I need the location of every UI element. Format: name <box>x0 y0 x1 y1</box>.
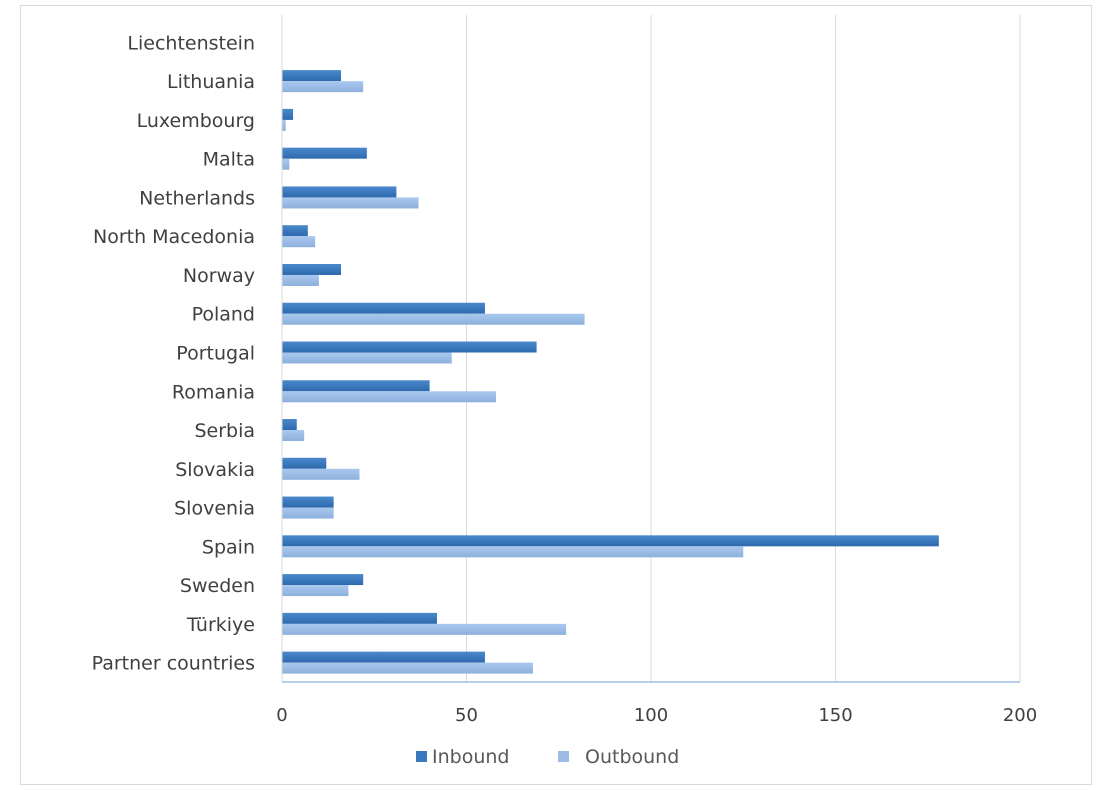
bar-inbound-14 <box>282 574 364 586</box>
bar-outbound-7 <box>282 313 585 325</box>
category-label: Portugal <box>176 343 255 365</box>
category-label: Türkiye <box>186 614 255 636</box>
bar-inbound-3 <box>282 147 367 159</box>
legend-swatch-inbound <box>416 751 427 762</box>
x-tick-label: 150 <box>818 705 852 726</box>
bar-inbound-15 <box>282 612 437 624</box>
bars <box>282 70 939 674</box>
axes <box>281 15 1020 683</box>
bar-inbound-4 <box>282 186 397 198</box>
gridlines <box>466 15 1021 682</box>
bar-inbound-13 <box>282 535 939 547</box>
bar-inbound-10 <box>282 419 297 431</box>
category-label: Romania <box>172 381 255 403</box>
bar-outbound-15 <box>282 623 567 635</box>
bar-inbound-12 <box>282 496 334 508</box>
bar-inbound-8 <box>282 341 537 353</box>
bar-inbound-2 <box>282 108 294 120</box>
category-label: Spain <box>202 536 255 558</box>
category-label: Liechtenstein <box>127 32 255 54</box>
bar-outbound-6 <box>282 274 319 286</box>
x-tick-label: 200 <box>1003 705 1037 726</box>
bar-outbound-1 <box>282 81 364 93</box>
bar-outbound-10 <box>282 430 305 442</box>
category-label: Norway <box>183 265 255 287</box>
bar-outbound-11 <box>282 468 360 480</box>
category-label: Netherlands <box>139 187 255 209</box>
legend-swatch-outbound <box>558 751 569 762</box>
bar-outbound-5 <box>282 236 316 248</box>
x-tick-label: 50 <box>455 705 478 726</box>
legend: Inbound Outbound <box>416 746 679 768</box>
x-tick-labels: 0 50 100 150 200 <box>276 705 1037 726</box>
bar-inbound-6 <box>282 263 342 275</box>
bar-outbound-14 <box>282 585 349 597</box>
bar-outbound-2 <box>282 119 286 131</box>
category-label: Sweden <box>180 575 255 597</box>
category-label: Partner countries <box>92 653 255 675</box>
category-label: Poland <box>192 304 255 326</box>
x-tick-label: 0 <box>276 705 287 726</box>
bar-inbound-9 <box>282 380 430 392</box>
legend-label-outbound: Outbound <box>585 746 679 768</box>
bar-inbound-1 <box>282 70 342 82</box>
category-label: Lithuania <box>167 71 255 93</box>
category-label: Malta <box>203 149 255 171</box>
category-label: Slovakia <box>175 459 255 481</box>
bar-outbound-12 <box>282 507 334 519</box>
category-labels: Liechtenstein Lithuania Luxembourg Malta Net… <box>92 32 255 674</box>
chart-frame <box>20 5 1092 785</box>
bar-outbound-8 <box>282 352 452 364</box>
bar-outbound-9 <box>282 391 497 403</box>
bar-outbound-3 <box>282 158 290 170</box>
category-label: Luxembourg <box>137 110 255 132</box>
bar-outbound-16 <box>282 662 533 674</box>
bar-inbound-16 <box>282 651 485 663</box>
category-label: Serbia <box>194 420 255 442</box>
bar-outbound-13 <box>282 546 744 558</box>
bar-inbound-5 <box>282 225 308 237</box>
bar-inbound-7 <box>282 302 485 314</box>
category-label: Slovenia <box>174 498 255 520</box>
bar-outbound-4 <box>282 197 419 209</box>
bar-inbound-11 <box>282 457 327 469</box>
legend-label-inbound: Inbound <box>432 746 509 768</box>
category-label: North Macedonia <box>93 226 255 248</box>
x-tick-label: 100 <box>634 705 668 726</box>
